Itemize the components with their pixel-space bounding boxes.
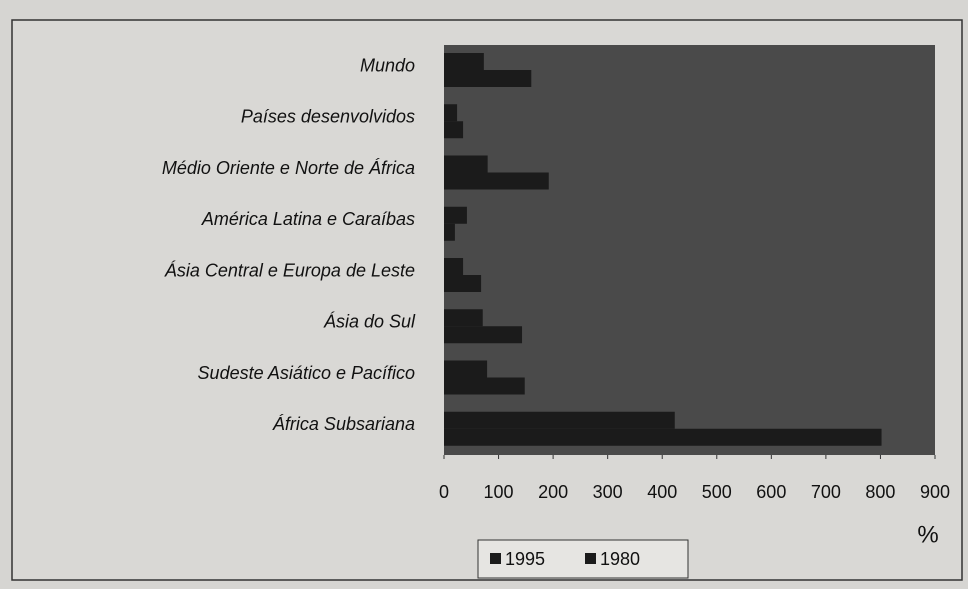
plot-area xyxy=(444,45,935,455)
category-label: América Latina e Caraíbas xyxy=(201,209,415,229)
category-label: Mundo xyxy=(360,55,415,75)
bar xyxy=(444,326,523,344)
category-label: África Subsariana xyxy=(272,414,415,434)
x-tick-label: 600 xyxy=(756,482,786,502)
category-label: Países desenvolvidos xyxy=(241,107,415,127)
legend xyxy=(477,539,689,579)
x-tick-label: 200 xyxy=(538,482,568,502)
bar xyxy=(444,206,467,224)
bar xyxy=(444,377,525,395)
bar xyxy=(444,411,675,429)
x-tick-label: 900 xyxy=(920,482,950,502)
bar xyxy=(444,428,882,446)
bar xyxy=(444,53,484,70)
bar xyxy=(444,121,464,139)
bar xyxy=(444,275,482,292)
category-label: Médio Oriente e Norte de África xyxy=(162,158,415,178)
x-axis-label: % xyxy=(917,521,938,548)
x-tick-label: 0 xyxy=(439,482,449,502)
bar xyxy=(444,360,488,378)
x-tick-label: 500 xyxy=(702,482,732,502)
category-label: Ásia do Sul xyxy=(323,312,416,332)
legend-swatch xyxy=(490,553,501,564)
legend-label: 1995 xyxy=(505,549,545,569)
bar xyxy=(444,172,549,190)
x-tick-label: 100 xyxy=(484,482,514,502)
bar xyxy=(444,70,532,87)
bar xyxy=(444,104,458,122)
bar xyxy=(444,223,455,241)
bar xyxy=(444,258,464,275)
bar xyxy=(444,155,488,173)
legend-swatch xyxy=(585,553,596,564)
category-label: Sudeste Asiático e Pacífico xyxy=(198,363,415,383)
x-tick-label: 800 xyxy=(865,482,895,502)
x-tick-label: 300 xyxy=(593,482,623,502)
x-tick-label: 400 xyxy=(647,482,677,502)
x-tick-label: 700 xyxy=(811,482,841,502)
bar xyxy=(444,309,483,327)
category-label: Ásia Central e Europa de Leste xyxy=(164,260,415,280)
legend-label: 1980 xyxy=(600,549,640,569)
